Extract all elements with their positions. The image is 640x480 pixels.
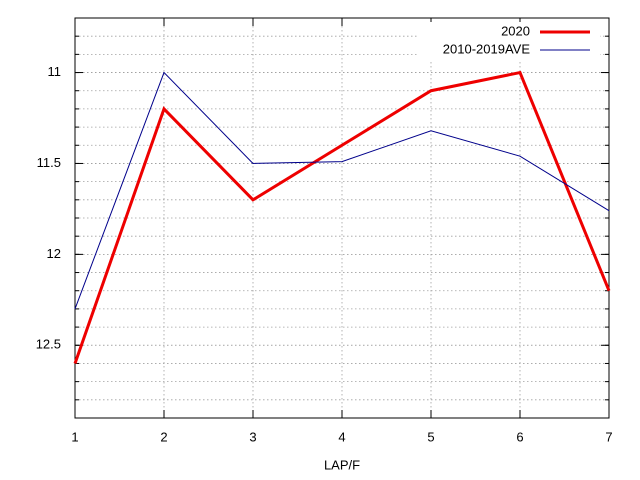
x-tick-label: 6: [516, 429, 523, 444]
y-tick-label: 11.5: [37, 155, 61, 170]
x-tick-label: 5: [427, 429, 434, 444]
data-line: [74, 71, 610, 310]
x-tick-label: 3: [249, 429, 256, 444]
plot-frame: [74, 17, 610, 419]
x-tick-label: 7: [605, 429, 612, 444]
x-tick-label: 4: [338, 429, 345, 444]
data-line: [73, 70, 611, 364]
y-tick-label: 12: [47, 246, 61, 261]
x-axis-label: LAP/F: [324, 457, 360, 472]
legend-box: [418, 22, 600, 62]
legend-label: 2020: [501, 23, 530, 38]
x-tick-label: 1: [71, 429, 78, 444]
x-tick-label: 2: [160, 429, 167, 444]
y-tick-label: 11: [48, 64, 62, 79]
legend-label: 2010-2019AVE: [443, 41, 531, 56]
y-tick-label: 12.5: [36, 337, 61, 352]
